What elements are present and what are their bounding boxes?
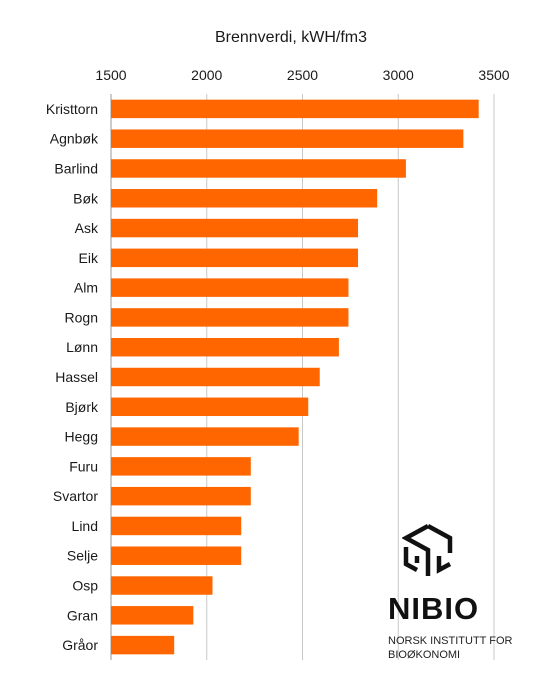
category-label: Furu — [69, 458, 98, 474]
category-label: Agnbøk — [50, 131, 99, 147]
category-label: Eik — [79, 250, 99, 266]
bar — [111, 308, 349, 327]
chart-title: Brennverdi, kWH/fm3 — [215, 29, 367, 46]
x-tick-label: 3500 — [478, 67, 509, 83]
category-label: Alm — [74, 280, 98, 296]
x-tick-labels: 1500 2000 2500 3000 3500 — [95, 67, 509, 83]
bar — [111, 337, 339, 357]
category-label: Svartor — [53, 488, 98, 504]
nibio-logo: NIBIO NORSK INSTITUTT FOR BIOØKONOMI — [386, 523, 536, 673]
category-label: Gråor — [62, 637, 98, 653]
category-label: Lønn — [66, 339, 98, 355]
category-labels: Kristtorn Agnbøk Barlind Bøk Ask Eik Alm Rogn Lø… — [46, 101, 99, 653]
bar — [111, 129, 464, 148]
category-label: Gran — [67, 607, 98, 623]
bar — [111, 159, 406, 178]
bar — [111, 427, 299, 446]
category-label: Bøk — [73, 190, 99, 206]
x-tick-label: 2000 — [191, 67, 222, 83]
nibio-logo-mark-icon — [402, 524, 453, 576]
category-label: Lind — [72, 518, 98, 534]
category-label: Rogn — [65, 309, 98, 325]
logo-subtitle-line-2: BIOØKONOMI — [388, 649, 461, 661]
category-label: Barlind — [54, 160, 98, 176]
bar — [111, 189, 378, 208]
bar — [111, 546, 242, 565]
logo-wordmark: NIBIO — [388, 591, 480, 626]
category-label: Selje — [67, 548, 98, 564]
bar — [111, 457, 251, 476]
bar — [111, 486, 251, 506]
category-label: Ask — [75, 220, 99, 236]
bar — [111, 606, 194, 625]
category-label: Osp — [72, 578, 98, 594]
bar — [111, 576, 213, 595]
category-label: Hegg — [65, 429, 98, 445]
category-label: Kristtorn — [46, 101, 98, 117]
bar — [111, 218, 359, 238]
bar — [111, 248, 359, 268]
bar — [111, 397, 309, 417]
bar — [111, 278, 349, 297]
category-label: Hassel — [55, 369, 98, 385]
x-tick-label: 1500 — [95, 67, 126, 83]
logo-subtitle-line-1: NORSK INSTITUTT FOR — [388, 635, 513, 647]
bar — [111, 99, 479, 119]
bars — [111, 99, 479, 655]
x-tick-label: 2500 — [287, 67, 318, 83]
x-tick-label: 3000 — [383, 67, 414, 83]
bar — [111, 367, 320, 387]
category-label: Bjørk — [65, 399, 99, 415]
bar — [111, 635, 175, 655]
bar — [111, 516, 242, 536]
